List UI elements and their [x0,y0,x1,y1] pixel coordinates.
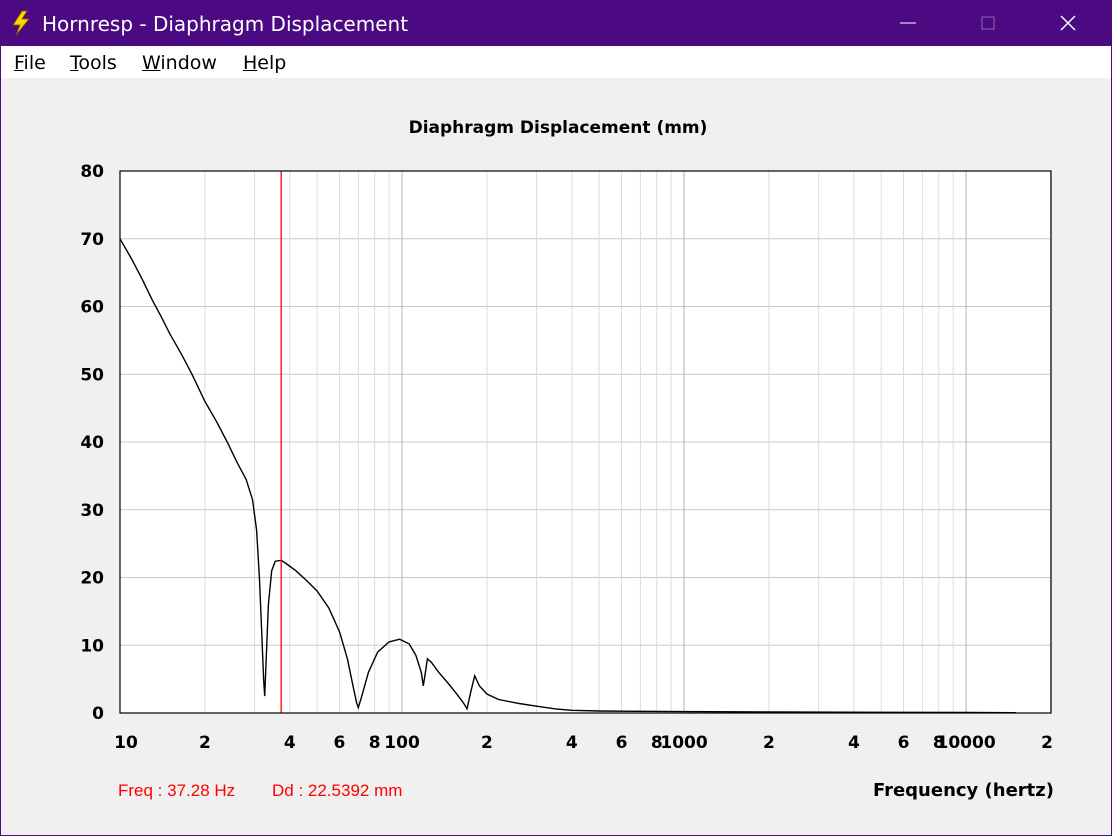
menu-file-mnemonic: F [14,52,24,74]
y-axis-ticks: 0 10 20 30 40 50 60 70 80 [80,162,104,724]
displacement-readout: Dd : 22.5392 mm [272,781,403,800]
grid [120,170,1051,714]
y-tick-label: 30 [80,501,104,521]
minimize-icon [900,22,916,24]
x-tick-label: 2 [199,733,211,753]
close-button[interactable] [1028,0,1108,46]
x-tick-label: 2 [763,733,775,753]
menu-help-rest: elp [257,52,287,74]
menu-tools-mnemonic: T [70,52,79,74]
x-tick-label: 2 [1041,733,1053,753]
menu-help-mnemonic: H [243,52,258,74]
menu-bar: File Tools Window Help [0,46,1112,78]
displacement-chart[interactable]: Diaphragm Displacement (mm) 0 10 20 30 40 50 6… [0,78,1112,836]
x-tick-label: 8 [369,733,381,753]
x-tick-label: 4 [848,733,860,753]
y-tick-label: 20 [80,569,104,589]
x-tick-label: 100 [384,733,420,753]
chart-title: Diaphragm Displacement (mm) [409,118,708,138]
close-icon [1060,15,1076,31]
plot-frame [119,170,1052,714]
y-tick-label: 10 [80,636,104,656]
window-title: Hornresp - Diaphragm Displacement [42,12,409,36]
x-tick-label: 6 [334,733,346,753]
x-tick-label: 4 [284,733,296,753]
menu-tools[interactable]: Tools [70,52,117,74]
lightning-bolt-icon [12,10,30,36]
menu-tools-rest: ools [78,52,117,74]
chart-area: Diaphragm Displacement (mm) 0 10 20 30 40 50 6… [0,78,1112,836]
y-tick-label: 0 [92,704,104,724]
y-tick-label: 80 [80,162,104,182]
y-tick-label: 40 [80,433,104,453]
menu-window-mnemonic: W [142,52,161,74]
series-line [119,238,1016,714]
x-tick-label: 6 [898,733,910,753]
x-axis-label: Frequency (hertz) [872,780,1054,801]
x-tick-label: 1000 [660,733,707,753]
menu-window-rest: indow [160,52,217,74]
title-bar[interactable]: Hornresp - Diaphragm Displacement [0,0,1112,46]
x-tick-label: 8 [651,733,663,753]
maximize-button[interactable] [948,0,1028,46]
x-tick-label: 2 [481,733,493,753]
menu-file-rest: ile [23,52,46,74]
x-tick-label: 10 [114,733,138,753]
menu-window[interactable]: Window [142,52,217,74]
x-tick-label: 10000 [937,733,996,753]
x-tick-label: 8 [933,733,945,753]
y-tick-label: 50 [80,365,104,385]
x-tick-label: 6 [616,733,628,753]
menu-file[interactable]: File [14,52,46,74]
minimize-button[interactable] [868,0,948,46]
freq-readout: Freq : 37.28 Hz [118,781,236,800]
x-tick-label: 4 [566,733,578,753]
maximize-icon [981,16,995,30]
y-tick-label: 60 [80,298,104,318]
menu-help[interactable]: Help [243,52,286,74]
y-tick-label: 70 [80,230,104,250]
